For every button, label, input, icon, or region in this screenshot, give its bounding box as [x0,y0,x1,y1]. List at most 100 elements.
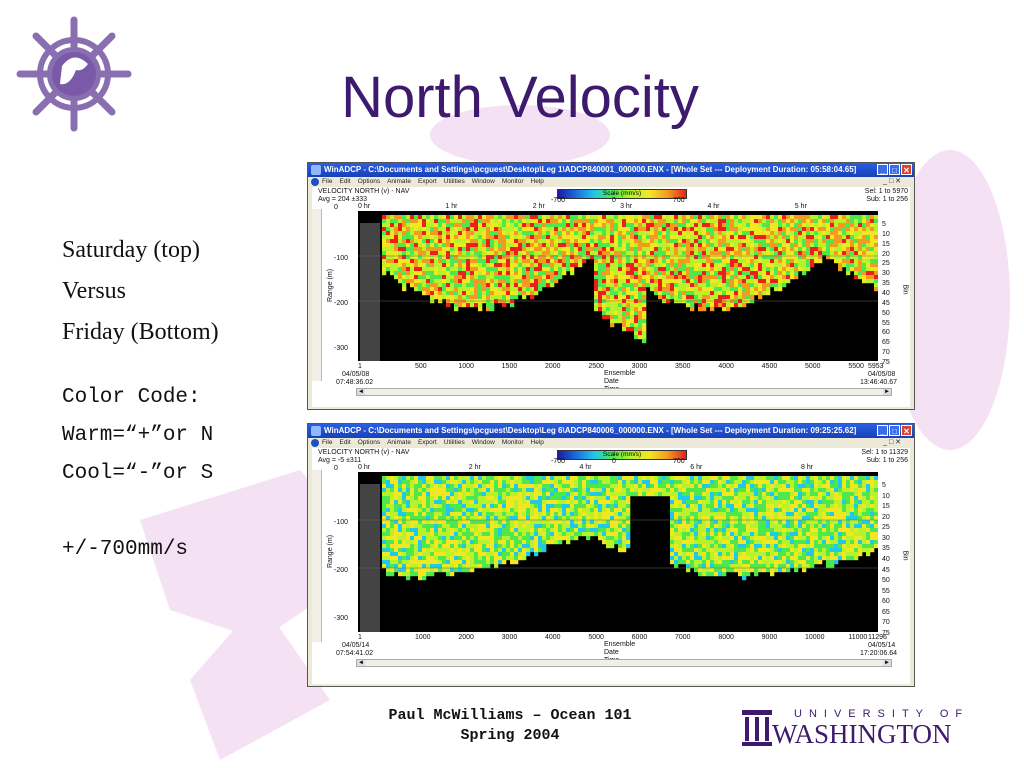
ensemble-tick-label: 6000 [631,634,648,641]
range-tick-label: -300 [334,615,349,622]
window-titlebar[interactable]: WinADCP - C:\Documents and Settings\pcgu… [308,424,914,438]
menu-item-file[interactable]: File [322,178,333,185]
menu-bar: File Edit Options Animate Export Utilities Win… [308,177,914,187]
subset-range: Sub: 1 to 256 [866,196,908,203]
hour-tick-label: 1 hr [445,203,458,210]
menu-item-edit[interactable]: Edit [339,178,351,185]
window-controls: _ □ ✕ [877,425,912,436]
bin-axis-label: Bin [901,550,909,561]
hour-tick-label: 0 hr [358,464,371,471]
mdi-controls-icon[interactable]: _ □ ✕ [883,178,901,185]
bin-tick-label: 10 [882,492,890,500]
range-axis-label: Range (m) [327,534,335,569]
plot-title: VELOCITY NORTH (v) - NAV [318,449,410,456]
window-title: WinADCP - C:\Documents and Settings\pcgu… [324,426,857,435]
horizontal-scrollbar[interactable]: ◄ ► [356,388,892,396]
menu-item-window[interactable]: Window [471,439,495,446]
menu-item-animate[interactable]: Animate [387,178,411,185]
ensemble-tick-label: 8000 [718,634,734,641]
plot-average: Avg = -5 ±311 [318,457,362,464]
menu-item-help[interactable]: Help [530,178,544,185]
vertical-scrollbar[interactable] [312,209,322,381]
close-icon[interactable]: ✕ [901,164,912,175]
hour-tick-label: 8 hr [801,464,814,471]
menu-bar: File Edit Options Animate Export Utilities Win… [308,438,914,448]
mdi-controls-icon[interactable]: _ □ ✕ [883,439,901,446]
menu-item-monitor[interactable]: Monitor [501,439,524,446]
scale-tick-label: -700 [551,197,566,204]
text-line-friday: Friday (Bottom) [62,319,219,345]
text-line-saturday: Saturday (top) [62,237,200,263]
menu-item-utilities[interactable]: Utilities [443,178,465,185]
document-icon [311,439,319,447]
slide-title: North Velocity [341,65,699,130]
menu-item-window[interactable]: Window [471,178,495,185]
ensemble-tick-label: 500 [415,363,427,370]
vertical-scrollbar[interactable] [312,470,322,642]
bin-tick-label: 65 [882,339,890,347]
ensemble-tick-label: 1500 [501,363,518,370]
left-text-panel: Saturday (top) Versus Friday (Bottom) Co… [62,230,219,569]
minimize-icon[interactable]: _ [877,164,888,175]
ensemble-tick-label: 3500 [675,363,691,370]
bin-tick-label: 45 [882,299,890,307]
ship-wheel-logo [16,16,132,132]
menu-item-options[interactable]: Options [357,439,381,446]
horizontal-scrollbar[interactable]: ◄ ► [356,659,892,667]
uw-column-icon [742,710,772,746]
menu-item-animate[interactable]: Animate [387,439,411,446]
range-tick-label: 0 [334,204,338,211]
bin-tick-label: 55 [882,319,890,327]
bin-tick-label: 50 [882,577,890,585]
scroll-left-icon[interactable]: ◄ [357,660,365,666]
footer-course: Paul McWilliams – Ocean 101 [388,707,632,724]
menu-item-utilities[interactable]: Utilities [443,439,465,446]
window-controls: _ □ ✕ [877,164,912,175]
start-time: 07:48:36.02 [336,379,373,386]
winadcp-window-saturday[interactable]: WinADCP - C:\Documents and Settings\pcgu… [307,162,915,410]
bin-tick-label: 35 [882,280,890,288]
window-title: WinADCP - C:\Documents and Settings\pcgu… [324,165,857,174]
bin-tick-label: 65 [882,608,890,616]
bin-tick-label: 55 [882,587,890,595]
ensemble-tick-label: 4500 [761,363,778,370]
maximize-icon[interactable]: □ [889,164,900,175]
menu-item-help[interactable]: Help [530,439,544,446]
bin-tick-label: 5 [882,221,886,228]
ensemble-tick-label: 4000 [545,634,561,641]
menu-item-export[interactable]: Export [417,439,437,446]
end-date: 04/05/08 [868,371,896,378]
bin-tick-label: 75 [882,359,890,366]
menu-item-file[interactable]: File [322,439,333,446]
bin-tick-label: 20 [882,513,890,521]
scale-tick-label: 0 [612,197,616,204]
minimize-icon[interactable]: _ [877,425,888,436]
bin-tick-label: 40 [882,290,890,297]
winadcp-window-friday[interactable]: WinADCP - C:\Documents and Settings\pcgu… [307,423,915,687]
menu-item-options[interactable]: Options [357,178,381,185]
scroll-left-icon[interactable]: ◄ [357,389,365,395]
hour-tick-label: 5 hr [794,203,807,210]
maximize-icon[interactable]: □ [889,425,900,436]
color-code-spacer [62,493,219,531]
bin-tick-label: 5 [882,482,886,489]
text-line-versus: Versus [62,278,126,304]
document-icon [311,178,319,186]
window-titlebar[interactable]: WinADCP - C:\Documents and Settings\pcgu… [308,163,914,177]
ensemble-tick-label: 10000 [805,634,825,641]
menu-item-export[interactable]: Export [417,178,437,185]
range-tick-label: -100 [334,255,349,262]
close-icon[interactable]: ✕ [901,425,912,436]
bin-tick-label: 60 [882,598,890,606]
range-tick-label: 0 [334,465,338,472]
menu-item-monitor[interactable]: Monitor [501,178,524,185]
scroll-right-icon[interactable]: ► [883,660,891,666]
bin-tick-label: 30 [882,534,890,542]
scroll-right-icon[interactable]: ► [883,389,891,395]
menu-item-edit[interactable]: Edit [339,439,351,446]
ensemble-axis-label: Ensemble [604,641,636,648]
logo-washington-text: WASHINGTON [772,719,952,749]
range-tick-label: -200 [334,567,349,574]
ensemble-tick-label: 5000 [588,634,604,641]
bin-tick-label: 20 [882,250,890,258]
